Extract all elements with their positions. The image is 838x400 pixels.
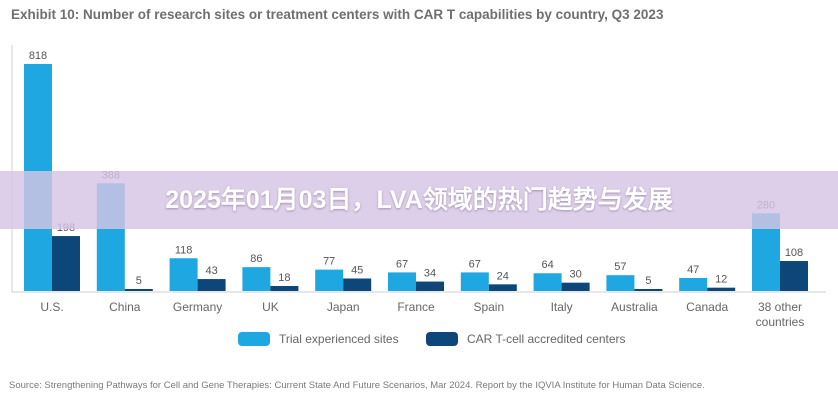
data-label-trial: 77 bbox=[323, 256, 335, 268]
x-tick-label: countries bbox=[756, 315, 805, 329]
data-label-trial: 818 bbox=[29, 50, 47, 62]
data-label-car: 12 bbox=[715, 274, 727, 286]
bar-trial bbox=[533, 273, 562, 291]
legend-item-trial: Trial experienced sites bbox=[238, 331, 399, 347]
legend-swatch-car bbox=[426, 332, 458, 346]
bar-trial bbox=[169, 258, 198, 291]
bar-car bbox=[270, 286, 299, 291]
bar-car bbox=[707, 287, 736, 291]
legend-swatch-trial bbox=[238, 332, 270, 346]
bar-trial bbox=[242, 267, 271, 291]
legend-label-car: CAR T-cell accredited centers bbox=[467, 332, 626, 346]
x-tick-label: Japan bbox=[327, 300, 360, 314]
x-tick-label: Germany bbox=[173, 300, 222, 314]
bar-car bbox=[780, 261, 808, 291]
bar-trial bbox=[460, 272, 489, 291]
x-tick-label: France bbox=[397, 300, 435, 314]
data-label-car: 5 bbox=[645, 275, 651, 287]
bar-trial bbox=[679, 277, 708, 291]
x-tick-label: UK bbox=[262, 300, 279, 314]
data-label-trial: 86 bbox=[250, 253, 262, 265]
data-label-car: 34 bbox=[424, 268, 436, 280]
bar-car bbox=[52, 236, 80, 291]
x-tick-label: U.S. bbox=[40, 300, 63, 314]
chart-title: Exhibit 10: Number of research sites or … bbox=[11, 7, 664, 22]
data-label-car: 24 bbox=[497, 270, 509, 282]
data-label-car: 5 bbox=[136, 275, 142, 287]
bar-car bbox=[488, 284, 517, 291]
source-note: Source: Strengthening Pathways for Cell … bbox=[9, 380, 705, 391]
bar-car bbox=[561, 282, 590, 291]
x-tick-label: 38 other bbox=[758, 300, 802, 314]
x-tick-label: Canada bbox=[686, 300, 728, 314]
x-tick-label: Italy bbox=[551, 300, 573, 314]
x-tick-label: Spain bbox=[473, 300, 504, 314]
bar-car bbox=[197, 279, 226, 291]
data-label-trial: 57 bbox=[614, 261, 626, 273]
data-label-car: 18 bbox=[278, 272, 290, 284]
data-label-trial: 47 bbox=[687, 264, 699, 276]
data-label-car: 45 bbox=[351, 265, 363, 277]
bar-trial bbox=[388, 272, 416, 291]
bar-car bbox=[124, 289, 153, 291]
bar-trial bbox=[606, 275, 635, 291]
data-label-trial: 67 bbox=[396, 258, 408, 270]
data-label-trial: 118 bbox=[175, 244, 193, 256]
bar-car bbox=[634, 289, 663, 291]
data-label-car: 43 bbox=[205, 265, 217, 277]
bar-trial bbox=[315, 269, 344, 291]
legend-label-trial: Trial experienced sites bbox=[279, 332, 399, 346]
data-label-car: 30 bbox=[569, 269, 581, 281]
data-label-car: 108 bbox=[785, 247, 803, 259]
banner-title: 2025年01月03日，LVA领域的热门趋势与发展 bbox=[165, 186, 673, 214]
x-tick-label: Australia bbox=[611, 300, 658, 314]
x-tick-label: China bbox=[109, 300, 141, 314]
data-label-trial: 64 bbox=[541, 259, 553, 271]
data-label-trial: 67 bbox=[469, 258, 481, 270]
legend-item-car: CAR T-cell accredited centers bbox=[426, 331, 626, 347]
overlay-banner: 2025年01月03日，LVA领域的热门趋势与发展 bbox=[0, 171, 838, 229]
bar-car bbox=[416, 281, 444, 291]
bar-car bbox=[343, 278, 372, 291]
